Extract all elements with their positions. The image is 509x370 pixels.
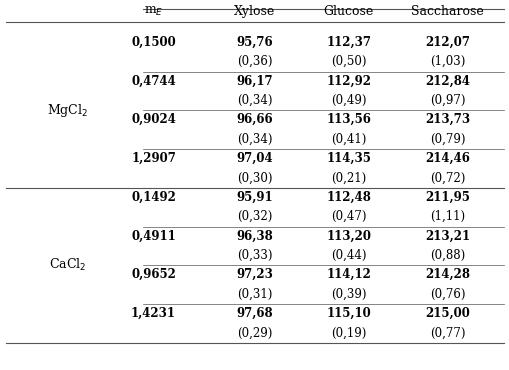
Text: 213,73: 213,73 <box>425 113 469 126</box>
Text: (0,21): (0,21) <box>330 171 366 184</box>
Text: 97,68: 97,68 <box>236 307 273 320</box>
Text: 212,07: 212,07 <box>425 36 469 49</box>
Text: 0,9024: 0,9024 <box>131 113 176 126</box>
Text: 114,12: 114,12 <box>326 268 371 281</box>
Text: 112,37: 112,37 <box>326 36 371 49</box>
Text: 113,20: 113,20 <box>326 229 371 242</box>
Text: 1,2907: 1,2907 <box>131 152 176 165</box>
Text: MgCl$_2$: MgCl$_2$ <box>47 102 88 118</box>
Text: (0,44): (0,44) <box>330 249 366 262</box>
Text: (1,11): (1,11) <box>429 210 464 223</box>
Text: 97,04: 97,04 <box>236 152 273 165</box>
Text: 115,10: 115,10 <box>326 307 371 320</box>
Text: 211,95: 211,95 <box>425 191 469 204</box>
Text: Glucose: Glucose <box>323 5 373 18</box>
Text: (0,77): (0,77) <box>429 326 465 339</box>
Text: (0,76): (0,76) <box>429 287 465 300</box>
Text: (0,72): (0,72) <box>429 171 465 184</box>
Text: 0,1492: 0,1492 <box>131 191 176 204</box>
Text: (0,97): (0,97) <box>429 94 465 107</box>
Text: 212,84: 212,84 <box>425 74 469 88</box>
Text: (0,34): (0,34) <box>237 132 272 146</box>
Text: 0,4911: 0,4911 <box>131 229 176 242</box>
Text: 0,1500: 0,1500 <box>131 36 176 49</box>
Text: 214,46: 214,46 <box>425 152 469 165</box>
Text: 112,92: 112,92 <box>326 74 371 88</box>
Text: (1,03): (1,03) <box>429 55 465 68</box>
Text: 1,4231: 1,4231 <box>131 307 176 320</box>
Text: (0,30): (0,30) <box>237 171 272 184</box>
Text: 96,66: 96,66 <box>236 113 273 126</box>
Text: 213,21: 213,21 <box>425 229 469 242</box>
Text: (0,47): (0,47) <box>330 210 366 223</box>
Text: 96,38: 96,38 <box>236 229 273 242</box>
Text: (0,34): (0,34) <box>237 94 272 107</box>
Text: (0,33): (0,33) <box>237 249 272 262</box>
Text: (0,36): (0,36) <box>237 55 272 68</box>
Text: 96,17: 96,17 <box>236 74 273 88</box>
Text: (0,19): (0,19) <box>330 326 366 339</box>
Text: (0,39): (0,39) <box>330 287 366 300</box>
Text: (0,31): (0,31) <box>237 287 272 300</box>
Text: 97,23: 97,23 <box>236 268 273 281</box>
Text: (0,41): (0,41) <box>330 132 366 146</box>
Text: (0,32): (0,32) <box>237 210 272 223</box>
Text: 0,9652: 0,9652 <box>131 268 176 281</box>
Text: (0,88): (0,88) <box>429 249 464 262</box>
Text: (0,50): (0,50) <box>330 55 366 68</box>
Text: (0,29): (0,29) <box>237 326 272 339</box>
Text: m$_E$: m$_E$ <box>144 4 163 18</box>
Text: (0,49): (0,49) <box>330 94 366 107</box>
Text: 0,4744: 0,4744 <box>131 74 176 88</box>
Text: 95,76: 95,76 <box>236 36 273 49</box>
Text: (0,79): (0,79) <box>429 132 465 146</box>
Text: Saccharose: Saccharose <box>411 5 483 18</box>
Text: 215,00: 215,00 <box>425 307 469 320</box>
Text: 113,56: 113,56 <box>326 113 371 126</box>
Text: CaCl$_2$: CaCl$_2$ <box>48 257 86 273</box>
Text: 114,35: 114,35 <box>326 152 371 165</box>
Text: 214,28: 214,28 <box>425 268 469 281</box>
Text: 112,48: 112,48 <box>326 191 371 204</box>
Text: Xylose: Xylose <box>234 5 275 18</box>
Text: 95,91: 95,91 <box>236 191 273 204</box>
